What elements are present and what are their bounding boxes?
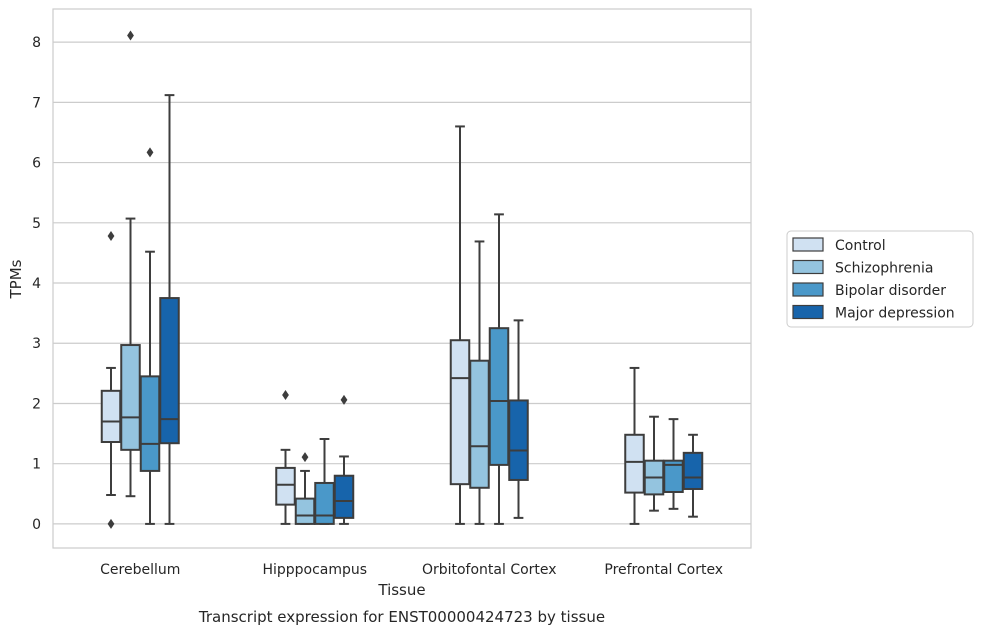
box-0-1 — [120, 30, 141, 498]
box-iqr — [333, 474, 355, 519]
legend-label: Major depression — [835, 306, 955, 322]
legend-frame — [786, 230, 974, 328]
box-iqr — [314, 481, 335, 525]
box-iqr — [449, 339, 471, 486]
box-1-2 — [314, 437, 335, 525]
y-axis-ticks: 0 1 2 3 4 5 6 7 8 — [32, 35, 41, 533]
y-tick-label: 2 — [32, 396, 41, 412]
outlier-point — [107, 518, 115, 529]
y-tick-label: 0 — [32, 517, 41, 533]
x-tick-label: Hipppocampus — [262, 562, 367, 578]
box-iqr — [682, 451, 704, 490]
box-iqr — [488, 327, 510, 466]
y-tick-label: 8 — [32, 35, 41, 51]
legend-swatch — [792, 282, 824, 297]
box-iqr — [508, 399, 529, 481]
box-3-3 — [682, 433, 704, 518]
box-iqr — [120, 344, 141, 451]
x-axis-ticks: Cerebellum Hipppocampus Orbitofontal Corte… — [100, 562, 723, 578]
legend-label: Schizophrenia — [835, 261, 933, 277]
x-tick-label: Prefrontal Cortex — [604, 562, 723, 578]
y-tick-label: 3 — [32, 336, 41, 352]
box-2-2 — [488, 213, 510, 525]
box-iqr — [624, 433, 645, 494]
outlier-point — [340, 394, 348, 405]
legend-label: Bipolar disorder — [835, 283, 946, 299]
box-iqr — [100, 389, 122, 444]
box-2-3 — [508, 319, 529, 519]
box-0-3 — [159, 94, 180, 525]
legend-swatch — [792, 259, 824, 275]
box-1-0 — [275, 390, 296, 525]
legend: Control Schizophrenia Bipolar disorder Majo… — [786, 230, 974, 328]
x-tick-label: Cerebellum — [100, 562, 180, 578]
boxes-layer — [100, 30, 704, 529]
y-axis-label: TPMs — [7, 259, 25, 299]
x-axis-label: Tissue — [377, 581, 425, 599]
x-tick-label: Orbitofontal Cortex — [422, 562, 557, 578]
outlier-point — [146, 147, 154, 158]
outlier-point — [301, 452, 309, 463]
chart-caption: Transcript expression for ENST0000042472… — [198, 608, 605, 626]
box-iqr — [159, 297, 180, 445]
box-iqr — [294, 497, 316, 525]
box-iqr — [139, 375, 161, 472]
y-tick-label: 5 — [32, 216, 41, 232]
box-1-3 — [333, 394, 355, 525]
y-tick-label: 1 — [32, 457, 41, 473]
y-tick-label: 6 — [32, 156, 41, 172]
box-iqr — [275, 466, 296, 506]
y-tick-label: 4 — [32, 276, 41, 292]
outlier-point — [107, 231, 115, 242]
box-2-0 — [449, 125, 471, 525]
legend-label: Control — [835, 238, 886, 254]
legend-swatch — [792, 237, 824, 252]
legend-swatch — [792, 304, 824, 320]
outlier-point — [127, 30, 134, 41]
outlier-point — [282, 390, 289, 401]
y-tick-label: 7 — [32, 95, 41, 111]
box-0-0 — [100, 231, 122, 529]
box-3-2 — [663, 418, 684, 510]
box-0-2 — [139, 147, 161, 525]
box-2-1 — [469, 240, 490, 525]
box-iqr — [469, 359, 490, 489]
